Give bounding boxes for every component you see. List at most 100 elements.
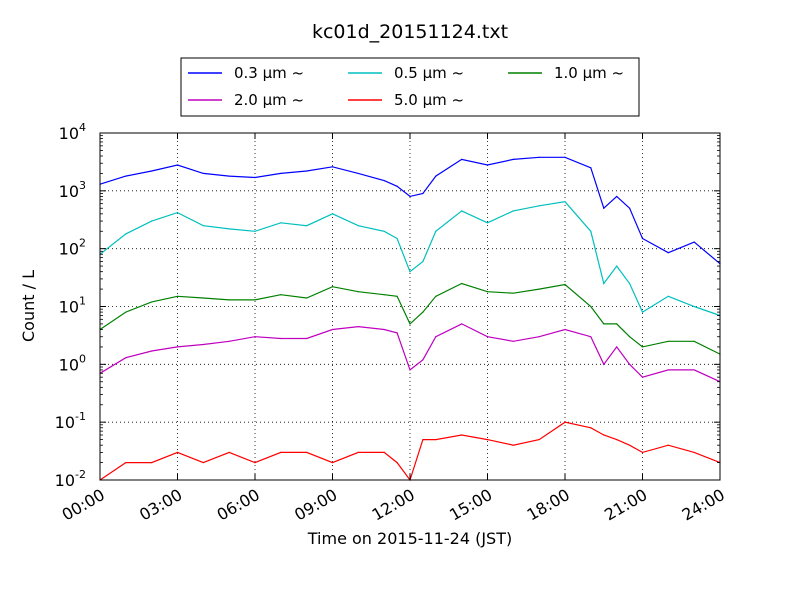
series-2-point: [435, 230, 437, 232]
series-4-point: [693, 369, 695, 371]
series-1-point: [176, 164, 179, 166]
series-4-point: [667, 369, 669, 371]
series-1-point: [331, 166, 334, 168]
series-1-point: [590, 167, 592, 169]
series-2-point: [280, 222, 282, 224]
series-2-point: [357, 225, 359, 227]
series-4-point: [331, 328, 334, 331]
series-1-point: [693, 241, 695, 243]
series-3-point: [693, 340, 695, 342]
series-4-point: [383, 328, 385, 331]
series-5-point: [306, 451, 308, 454]
series-lines: [99, 156, 721, 482]
series-4-point: [396, 332, 398, 334]
series-1-point: [641, 237, 644, 240]
series-2-point: [331, 213, 334, 215]
series-2-point: [564, 201, 566, 203]
series-2-point: [641, 311, 644, 313]
series-5-point: [331, 461, 334, 464]
series-1-point: [357, 172, 359, 175]
y-tick-label: 104: [59, 121, 86, 143]
series-3-point: [512, 292, 514, 294]
series-3-point: [228, 299, 230, 301]
series-1-point: [151, 170, 153, 172]
series-1-point: [306, 170, 308, 172]
series-4-point: [176, 346, 179, 348]
series-3-point: [176, 295, 179, 297]
series-2-point: [151, 220, 153, 222]
series-1-point: [486, 164, 489, 166]
series-5-point: [422, 438, 424, 441]
y-tick-label: 102: [59, 237, 86, 259]
series-5-point: [151, 461, 153, 464]
series-2-point: [422, 260, 424, 263]
series-2-point: [486, 222, 489, 224]
series-5-point: [641, 451, 644, 454]
series-1-point: [435, 175, 437, 177]
series-1-point: [228, 175, 230, 177]
series-3-point: [641, 346, 644, 348]
series-2-point: [603, 282, 605, 285]
series-4-point: [461, 323, 463, 325]
series-5-point: [228, 451, 230, 454]
series-4-point: [151, 350, 153, 352]
series-5-point: [435, 438, 437, 441]
series-1-point: [396, 185, 398, 187]
series-3-point: [435, 295, 437, 297]
series-3-point: [590, 305, 592, 308]
series-2-point: [254, 230, 256, 232]
series-2-point: [383, 230, 385, 232]
series-3-point: [409, 323, 411, 325]
series-4-point: [512, 340, 514, 342]
series-3-point: [538, 288, 540, 290]
series-1-point: [616, 195, 618, 198]
series-4-point: [628, 363, 631, 365]
series-3-point: [151, 301, 153, 303]
series-2-point: [616, 265, 618, 267]
series-4-point: [641, 376, 644, 378]
series-4-point: [228, 340, 230, 342]
series-1-point: [422, 192, 424, 195]
series-1-point: [603, 207, 605, 209]
series-5-point: [357, 451, 359, 454]
series-2-point: [409, 271, 411, 273]
series-4-point: [564, 328, 566, 331]
y-tick-label: 10-2: [55, 468, 86, 490]
y-tick-label: 100: [59, 352, 86, 374]
series-2-point: [125, 233, 127, 235]
series-3-point: [254, 299, 256, 301]
legend: 0.3 µm ~ 0.5 µm ~ 1.0 µm ~ 2.0 µm ~ 5.0 µm ~: [180, 57, 640, 117]
series-1-point: [409, 195, 411, 198]
series-2-point: [176, 212, 179, 214]
series-5-point: [486, 438, 489, 441]
legend-label-2: 0.5 µm ~: [394, 64, 464, 82]
series-1-point: [628, 207, 631, 209]
x-axis-label: Time on 2015-11-24 (JST): [307, 529, 512, 548]
series-5-point: [396, 461, 398, 464]
chart-title: kc01d_20151124.txt: [312, 21, 508, 43]
series-2-point: [202, 225, 204, 227]
series-5-point: [693, 451, 695, 454]
series-4-point: [202, 343, 204, 346]
series-4-point: [435, 336, 437, 338]
series-3-point: [383, 294, 385, 296]
series-3-point: [331, 286, 334, 288]
series-5-point: [512, 444, 514, 446]
series-4-point: [280, 337, 282, 340]
series-3-point: [202, 297, 204, 299]
series-4-point: [306, 337, 308, 340]
series-1-point: [538, 156, 540, 158]
series-5-point: [590, 427, 592, 429]
series-3-point: [603, 323, 605, 325]
series-5-point: [603, 434, 605, 436]
series-3-point: [396, 295, 398, 297]
series-2-point: [538, 205, 540, 207]
series-5-point: [538, 438, 540, 441]
series-2-point: [228, 228, 230, 230]
series-5-point: [176, 451, 179, 454]
series-1-point: [564, 156, 566, 158]
series-4-point: [616, 346, 618, 348]
legend-label-1: 0.3 µm ~: [234, 64, 304, 82]
series-5-point: [125, 461, 127, 464]
